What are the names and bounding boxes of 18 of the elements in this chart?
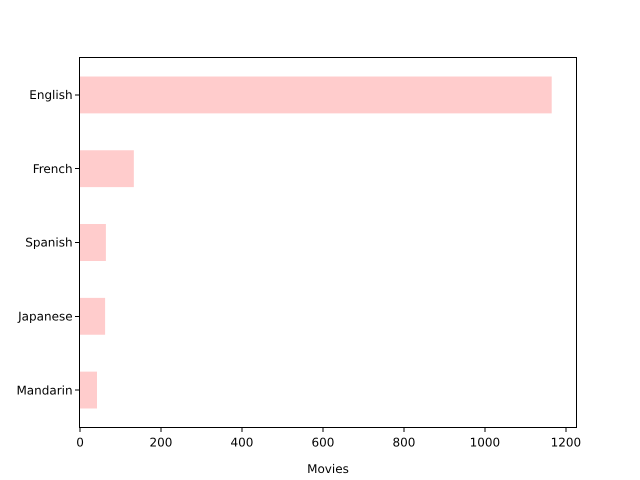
x-tick-label: 400 [230, 435, 254, 450]
bar [80, 224, 106, 261]
y-tick-label: English [29, 88, 73, 102]
bar [80, 372, 98, 409]
x-tick-label: 1000 [470, 435, 500, 450]
x-axis-title: Movies [307, 462, 349, 476]
y-tick-label: Japanese [17, 310, 73, 324]
bar [80, 150, 134, 188]
y-tick-label: French [32, 162, 73, 176]
x-tick-label: 800 [392, 435, 416, 450]
bar [80, 298, 106, 335]
y-tick-label: Mandarin [16, 383, 73, 398]
x-tick-label: 0 [76, 435, 84, 450]
y-tick-label: Spanish [25, 236, 73, 250]
x-tick-label: 600 [311, 435, 334, 450]
x-tick-label: 1200 [550, 435, 582, 450]
x-tick-label: 200 [150, 435, 172, 450]
bar [80, 76, 552, 114]
